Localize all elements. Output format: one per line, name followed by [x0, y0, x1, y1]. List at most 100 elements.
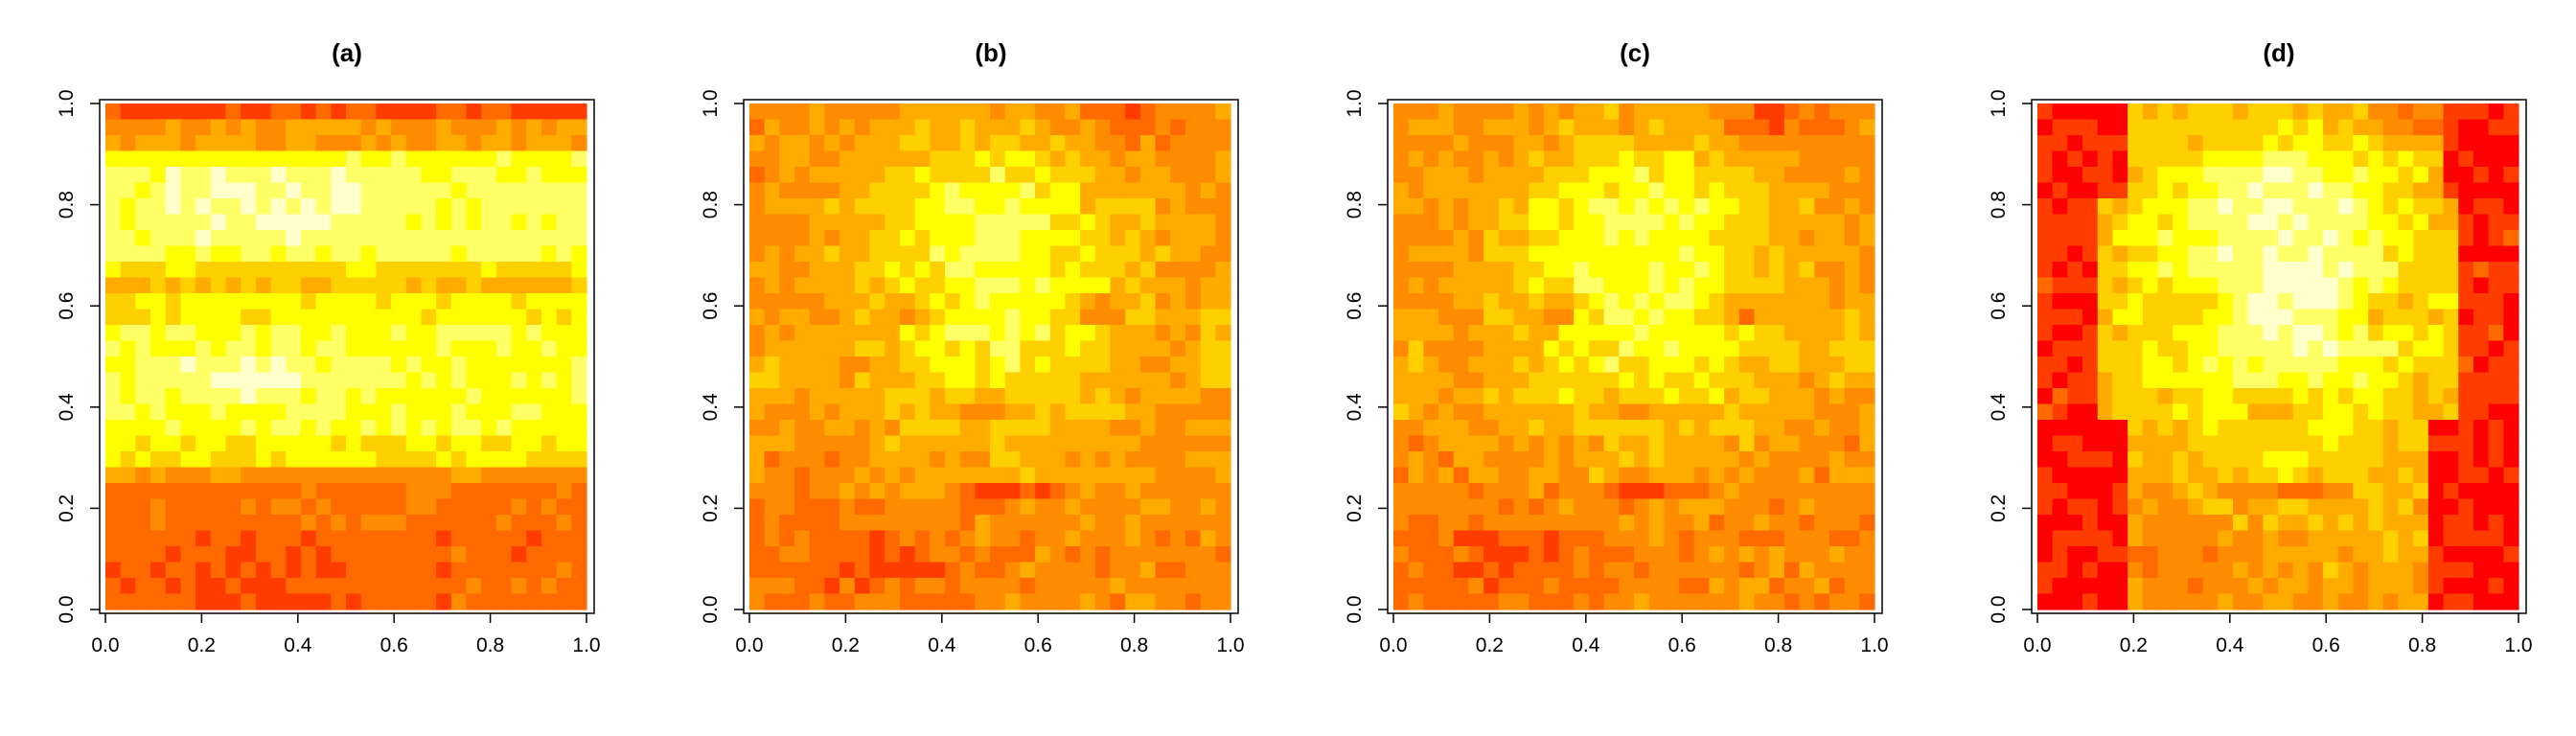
heatmap-cell [1619, 340, 1635, 357]
heatmap-cell [2503, 593, 2519, 610]
x-tick-label: 1.0 [1216, 634, 1244, 656]
heatmap-cell [2488, 167, 2504, 184]
heatmap-cell [2247, 104, 2264, 121]
heatmap-cell [1423, 593, 1439, 610]
heatmap-cell [2488, 198, 2504, 216]
heatmap-cell [2308, 135, 2324, 152]
heatmap-cell [2488, 593, 2504, 610]
heatmap-cell [2187, 562, 2204, 579]
heatmap-cell [1125, 578, 1141, 595]
heatmap-cell [1184, 388, 1202, 405]
heatmap-cell [2202, 498, 2219, 516]
heatmap-cell [436, 372, 452, 389]
heatmap-cell [1484, 309, 1500, 326]
heatmap-cell [2202, 593, 2219, 610]
y-tick-label: 0.2 [1344, 494, 1366, 522]
heatmap-cell [1679, 198, 1695, 216]
heatmap-cell [1094, 467, 1112, 484]
heatmap-cell [1110, 435, 1126, 452]
heatmap-cell [196, 372, 212, 389]
heatmap-cell [150, 483, 167, 500]
heatmap-cell [1453, 515, 1470, 532]
heatmap-cell [495, 403, 513, 421]
heatmap-cell [749, 135, 766, 152]
heatmap-cell [331, 403, 347, 421]
heatmap-cell [1155, 104, 1171, 121]
heatmap-cell [1125, 420, 1141, 437]
heatmap-cell [1558, 515, 1575, 532]
heatmap-cell [1184, 277, 1202, 294]
heatmap-cell [959, 483, 976, 500]
heatmap-cell [1139, 262, 1157, 279]
heatmap-cell [1603, 530, 1620, 547]
heatmap-cell [1648, 593, 1665, 610]
heatmap-cell [1543, 293, 1560, 310]
heatmap-cell [450, 325, 468, 342]
heatmap-cell [990, 293, 1006, 310]
heatmap-cell [1393, 230, 1410, 247]
heatmap-cell [2382, 546, 2400, 564]
heatmap-cell [2443, 483, 2459, 500]
heatmap-cell [1513, 498, 1530, 516]
heatmap-cell [360, 562, 377, 579]
heatmap-cell [556, 593, 572, 610]
heatmap-cell [360, 546, 377, 564]
heatmap-cell [794, 309, 811, 326]
heatmap-cell [1814, 167, 1830, 184]
heatmap-cell [1170, 104, 1186, 121]
heatmap-cell [2097, 435, 2114, 452]
heatmap-cell [300, 150, 317, 168]
heatmap-cell [2443, 119, 2459, 136]
heatmap-cell [2173, 150, 2189, 168]
heatmap-cell [1664, 293, 1680, 310]
heatmap-cell [1453, 230, 1470, 247]
heatmap-cell [466, 245, 482, 263]
heatmap-cell [1065, 372, 1081, 389]
heatmap-cell [436, 420, 452, 437]
heatmap-cell [1859, 198, 1875, 216]
heatmap-cell [150, 578, 167, 595]
heatmap-cell [2427, 262, 2445, 279]
heatmap-cell [241, 435, 257, 452]
heatmap-cell [2097, 578, 2114, 595]
heatmap-cell [1619, 483, 1635, 500]
heatmap-cell [2232, 435, 2249, 452]
heatmap-cell [1664, 515, 1680, 532]
heatmap-cell [2398, 451, 2414, 469]
heatmap-cell [2247, 467, 2264, 484]
heatmap-cell [180, 435, 196, 452]
heatmap-cell [1065, 578, 1081, 595]
heatmap-cell [2337, 356, 2355, 374]
heatmap-cell [1110, 119, 1126, 136]
heatmap-cell [511, 483, 527, 500]
heatmap-cell [1004, 293, 1021, 310]
heatmap-cell [990, 104, 1006, 121]
heatmap-cell [2097, 277, 2114, 294]
heatmap-cell [1094, 167, 1112, 184]
heatmap-cell [1709, 119, 1725, 136]
heatmap-cell [1004, 245, 1021, 263]
heatmap-cell [944, 435, 961, 452]
heatmap-cell [1603, 182, 1620, 199]
heatmap-cell [2263, 135, 2279, 152]
heatmap-cell [196, 403, 212, 421]
heatmap-cell [1020, 214, 1036, 231]
heatmap-cell [2427, 530, 2445, 547]
heatmap-cell [1619, 214, 1635, 231]
heatmap-cell [241, 372, 257, 389]
heatmap-cell [2382, 340, 2400, 357]
heatmap-cell [885, 198, 901, 216]
heatmap-cell [1603, 467, 1620, 484]
heatmap-cell [1603, 546, 1620, 564]
heatmap-cell [1020, 277, 1036, 294]
heatmap-cell [391, 403, 407, 421]
heatmap-cell [2037, 150, 2054, 168]
heatmap-cell [1588, 562, 1605, 579]
heatmap-cell [1754, 309, 1770, 326]
heatmap-cell [2472, 104, 2490, 121]
heatmap-cell [2337, 546, 2355, 564]
heatmap-cell [944, 546, 961, 564]
heatmap-cell [526, 135, 542, 152]
heatmap-cell [779, 277, 795, 294]
heatmap-cell [914, 167, 931, 184]
